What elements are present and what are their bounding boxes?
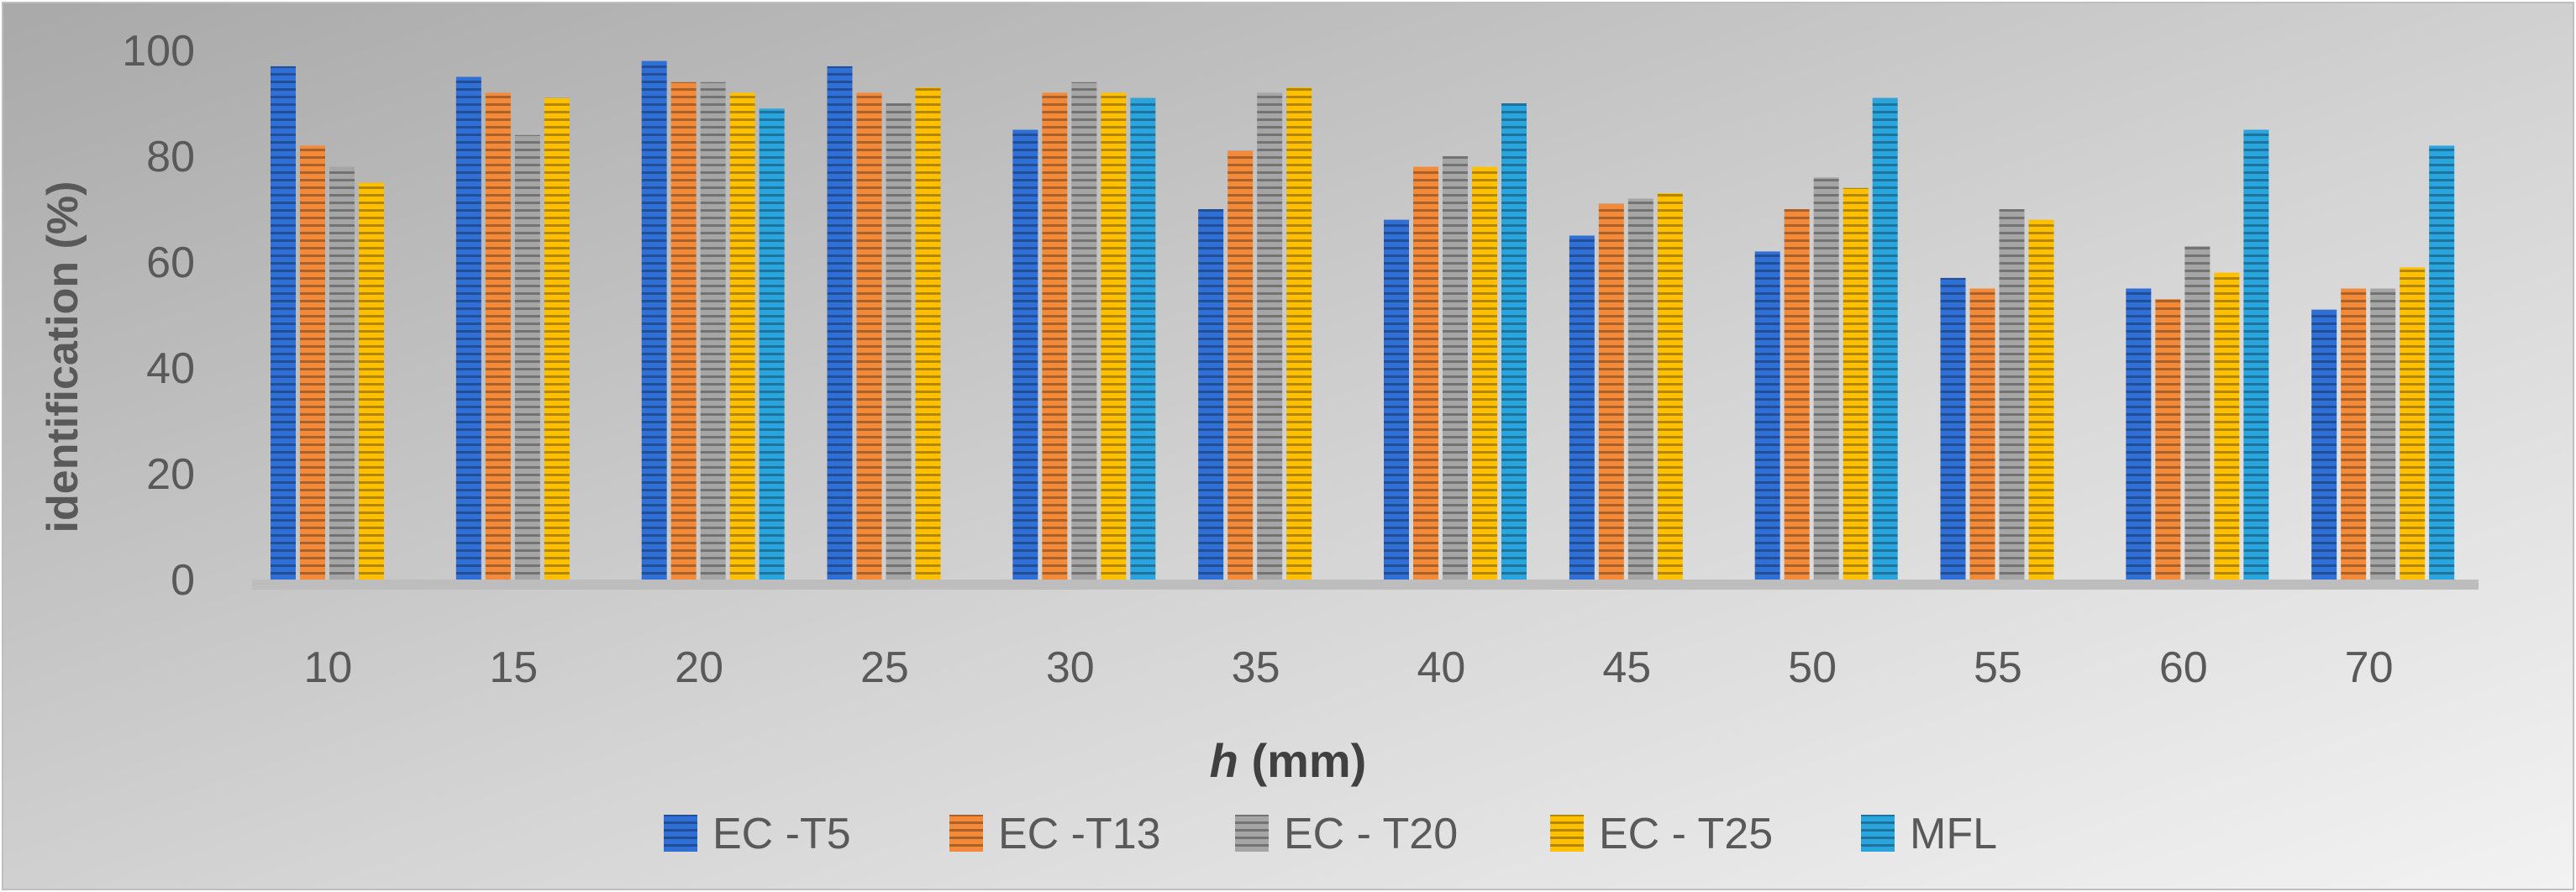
bar (670, 81, 697, 580)
x-axis-unit: (mm) (1251, 734, 1366, 787)
bar (514, 134, 540, 580)
bar (1843, 187, 1869, 580)
bar (1198, 209, 1224, 580)
bar (1472, 166, 1497, 580)
bar (455, 76, 481, 580)
bar (1784, 209, 1810, 580)
legend-swatch (949, 815, 983, 852)
bar (485, 92, 511, 580)
legend-label: EC - T20 (1284, 810, 1458, 858)
x-axis-line (252, 580, 2479, 590)
bar (2370, 288, 2396, 580)
y-axis-ticks: 0 20 40 60 80 100 (122, 27, 195, 605)
bar (1754, 251, 1780, 580)
x-tick-label: 15 (489, 643, 538, 692)
x-axis-variable: h (1210, 734, 1238, 787)
legend-swatch (1550, 815, 1584, 852)
bar (329, 166, 355, 580)
legend-label: EC - T25 (1599, 810, 1773, 858)
bar (1813, 177, 1839, 580)
bar (271, 66, 296, 580)
y-tick-label: 60 (146, 239, 195, 287)
bar (1130, 97, 1156, 580)
y-axis-label: identification (%) (39, 181, 87, 533)
bar (1569, 235, 1595, 580)
bar (759, 108, 785, 580)
x-tick-label: 20 (675, 643, 723, 692)
bar (729, 92, 755, 580)
bar (1501, 103, 1527, 580)
bar (641, 60, 667, 580)
bar (1969, 288, 1995, 580)
legend-swatch (664, 815, 697, 852)
bar (1286, 87, 1312, 580)
bar (2341, 288, 2367, 580)
bar (1598, 203, 1624, 580)
x-tick-label: 55 (1974, 643, 2022, 692)
x-axis-label: h (mm) (1210, 734, 1367, 787)
bar (300, 145, 325, 580)
bar (1228, 150, 1254, 580)
y-tick-label: 40 (146, 344, 195, 393)
x-axis-ticks: 10 15 20 25 30 35 40 45 50 55 60 70 (303, 643, 2393, 692)
bar (544, 97, 570, 580)
x-tick-label: 25 (860, 643, 909, 692)
bar (2429, 145, 2455, 580)
bar (2028, 219, 2054, 580)
bar (1071, 81, 1097, 580)
x-tick-label: 45 (1602, 643, 1651, 692)
bar (1413, 166, 1438, 580)
y-tick-label: 20 (146, 450, 195, 499)
x-tick-label: 60 (2159, 643, 2208, 692)
bar (1257, 92, 1283, 580)
legend: EC -T5 EC -T13 EC - T20 EC - T25 MFL (664, 810, 1997, 858)
legend-label: MFL (1910, 810, 1997, 858)
bars (271, 60, 2455, 580)
bar (1872, 97, 1898, 580)
bar (1384, 219, 1409, 580)
bar (2184, 246, 2211, 580)
bar (1443, 156, 1468, 580)
bar (700, 81, 726, 580)
bar (1999, 209, 2025, 580)
legend-label: EC -T5 (712, 810, 851, 858)
y-tick-label: 80 (146, 133, 195, 181)
bar (915, 87, 941, 580)
legend-swatch (1235, 815, 1269, 852)
y-tick-label: 0 (171, 556, 195, 605)
bar (827, 66, 853, 580)
bar (2214, 272, 2240, 580)
bar (1627, 198, 1653, 580)
bar (359, 182, 384, 580)
x-tick-label: 10 (303, 643, 352, 692)
bar (2155, 299, 2181, 580)
x-tick-label: 70 (2345, 643, 2394, 692)
legend-label: EC -T13 (998, 810, 1161, 858)
bar (2400, 267, 2426, 580)
bar (1042, 92, 1068, 580)
bar (856, 92, 882, 580)
y-tick-label: 100 (122, 27, 195, 76)
bar (1940, 277, 1966, 580)
x-tick-label: 35 (1232, 643, 1280, 692)
x-tick-label: 40 (1417, 643, 1465, 692)
bar (1101, 92, 1127, 580)
bar (2243, 129, 2269, 580)
bar (2126, 288, 2152, 580)
bar (2311, 309, 2337, 580)
bar (886, 103, 912, 580)
bar (1657, 193, 1683, 580)
bar (1012, 129, 1038, 580)
x-tick-label: 30 (1046, 643, 1095, 692)
x-tick-label: 50 (1788, 643, 1837, 692)
legend-swatch (1861, 815, 1895, 852)
